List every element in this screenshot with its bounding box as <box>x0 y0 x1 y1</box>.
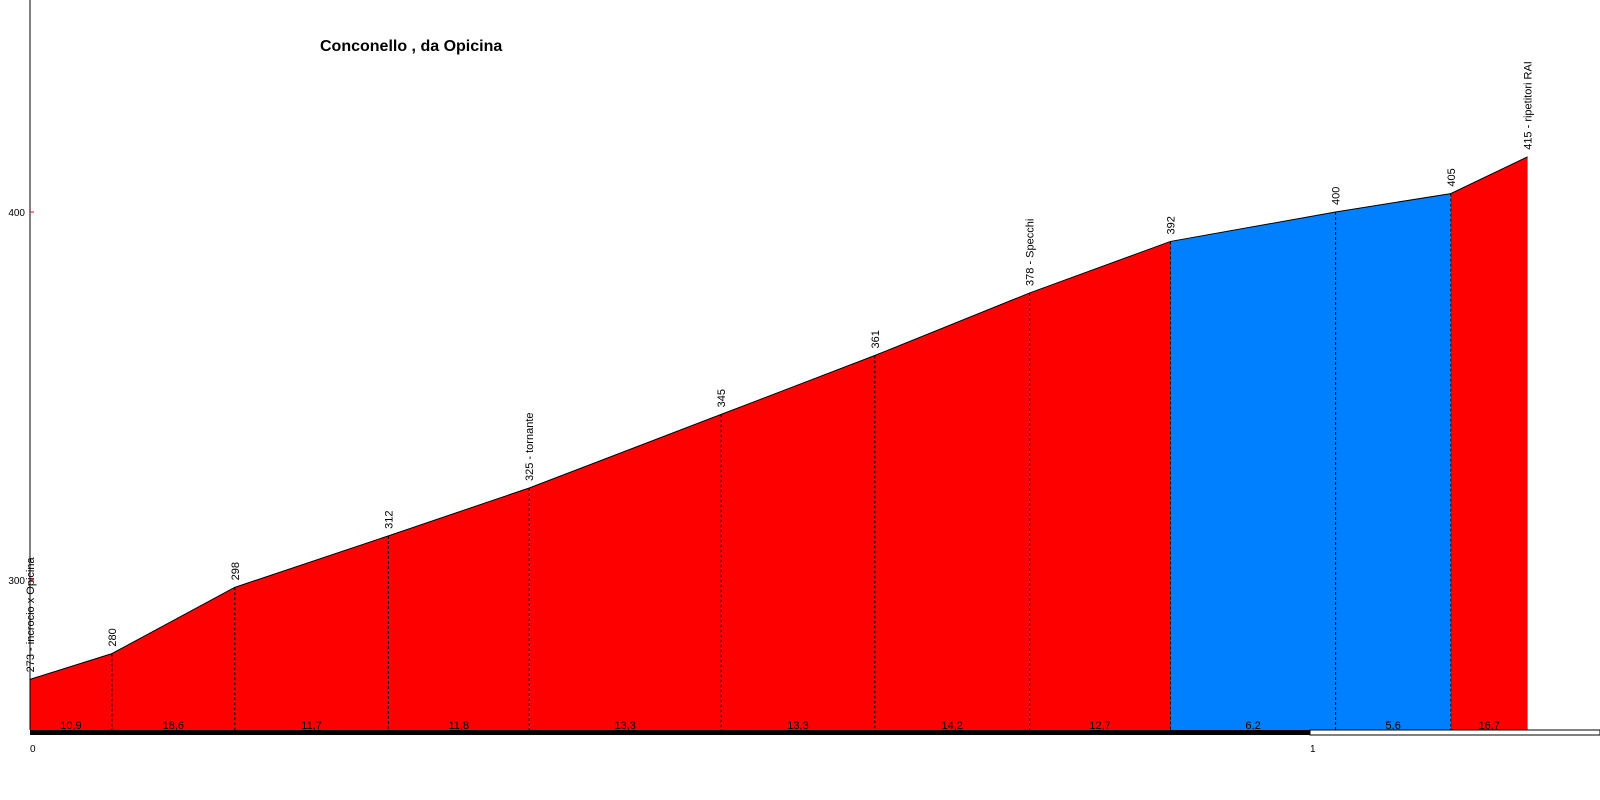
point-label-11: 415 - ripetitori RAI <box>1523 61 1535 150</box>
gradient-label-9: 5,6 <box>1386 720 1401 732</box>
profile-segment-8 <box>1170 212 1336 730</box>
point-label-7: 378 - Specchi <box>1025 219 1037 286</box>
gradient-label-3: 11,8 <box>449 720 470 732</box>
point-label-9: 400 <box>1331 187 1343 205</box>
gradient-label-5: 13,3 <box>787 720 808 732</box>
gradient-labels: 10,9 18,6 11,7 11,8 13,3 13,3 14,2 12,7 6,2 5,6 16… <box>60 720 1500 732</box>
x-axis-distance-bar <box>30 729 1600 736</box>
profile-segment-7 <box>1029 241 1171 730</box>
x-tick-label-0: 0 <box>30 744 36 755</box>
profile-segment-5 <box>721 355 875 730</box>
gradient-label-2: 11,7 <box>301 720 322 732</box>
gradient-label-8: 6,2 <box>1245 720 1260 732</box>
gradient-label-6: 14,2 <box>942 720 963 732</box>
point-label-0: 273 - incrocio x Opicina <box>25 557 37 673</box>
x-tick-label-1: 1 <box>1310 744 1316 755</box>
profile-segment-9 <box>1335 193 1451 731</box>
profile-segment-2 <box>234 535 389 730</box>
profile-segment-10 <box>1450 156 1528 731</box>
profile-segment-1 <box>111 587 235 730</box>
chart-title: Conconello , da Opicina <box>320 38 503 55</box>
y-tick-label-0: 300 <box>8 576 25 587</box>
profile-segment-6 <box>874 292 1030 730</box>
profile-outline <box>29 156 1528 680</box>
y-tick-label-1: 400 <box>8 208 25 219</box>
point-label-3: 312 <box>383 510 395 528</box>
profile-segment-4 <box>529 414 722 730</box>
gradient-label-7: 12,7 <box>1089 720 1110 732</box>
gradient-label-0: 10,9 <box>60 720 81 732</box>
x-axis-bar-empty <box>1309 729 1600 736</box>
point-label-5: 345 <box>716 389 728 407</box>
profile-segment-0 <box>30 653 112 730</box>
segment-dividers <box>111 193 1452 730</box>
gradient-label-1: 18,6 <box>163 720 184 732</box>
point-label-10: 405 <box>1446 168 1458 186</box>
point-label-8: 392 <box>1165 216 1177 234</box>
x-axis-bar-filled <box>30 730 1310 735</box>
point-label-6: 361 <box>870 330 882 348</box>
gradient-label-10: 16,7 <box>1478 720 1499 732</box>
profile-segment-3 <box>388 488 530 730</box>
gradient-label-4: 13,3 <box>614 720 635 732</box>
profile-fills <box>30 156 1528 731</box>
point-label-2: 298 <box>230 562 242 580</box>
point-labels: 273 - incrocio x Opicina 280 298 312 325 - t… <box>25 61 1535 672</box>
point-label-1: 280 <box>107 628 119 646</box>
y-axis-ticks: 300 400 <box>8 208 34 587</box>
point-label-4: 325 - tornante <box>524 413 536 482</box>
